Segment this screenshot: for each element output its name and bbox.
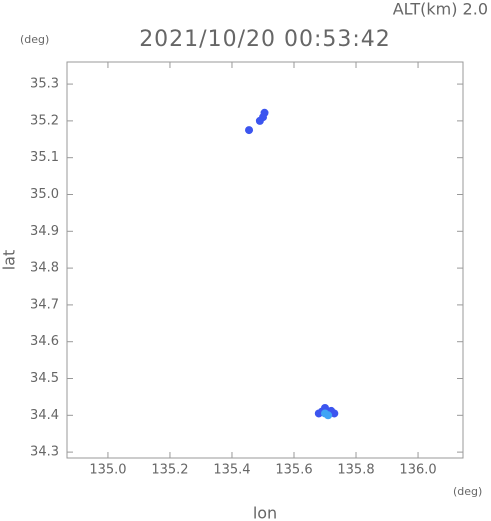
y-tick-label: 35.3 bbox=[30, 77, 59, 92]
echo-point bbox=[321, 403, 330, 412]
y-tick-label: 34.5 bbox=[30, 371, 59, 386]
altitude: ALT(km) 2.0 bbox=[393, 0, 488, 19]
y-tick-label: 34.4 bbox=[30, 408, 59, 423]
y-tick-label: 34.3 bbox=[30, 445, 59, 460]
x-tick-label: 136.0 bbox=[399, 463, 436, 478]
x-tick-label: 135.4 bbox=[213, 463, 250, 478]
x-label: lon bbox=[253, 504, 277, 521]
x-tick-label: 135.0 bbox=[89, 463, 126, 478]
echo-point bbox=[324, 411, 333, 420]
echo-point bbox=[260, 108, 269, 117]
x-tick-label: 135.8 bbox=[337, 463, 374, 478]
plot-frame bbox=[66, 61, 464, 459]
chart-title: 2021/10/20 00:53:42 bbox=[139, 27, 391, 52]
y-unit: (deg) bbox=[20, 33, 49, 46]
y-tick-label: 34.8 bbox=[30, 261, 59, 276]
y-tick-label: 34.9 bbox=[30, 224, 59, 239]
y-label: lat bbox=[0, 250, 19, 271]
y-tick-label: 35.2 bbox=[30, 113, 59, 128]
x-tick-label: 135.6 bbox=[275, 463, 312, 478]
y-tick-label: 35.1 bbox=[30, 150, 59, 165]
echo-point bbox=[245, 126, 254, 135]
y-tick-label: 34.7 bbox=[30, 297, 59, 312]
x-unit: (deg) bbox=[453, 485, 482, 498]
y-tick-label: 35.0 bbox=[30, 187, 59, 202]
echo-point bbox=[330, 409, 339, 418]
x-tick-label: 135.2 bbox=[151, 463, 188, 478]
y-tick-label: 34.6 bbox=[30, 334, 59, 349]
